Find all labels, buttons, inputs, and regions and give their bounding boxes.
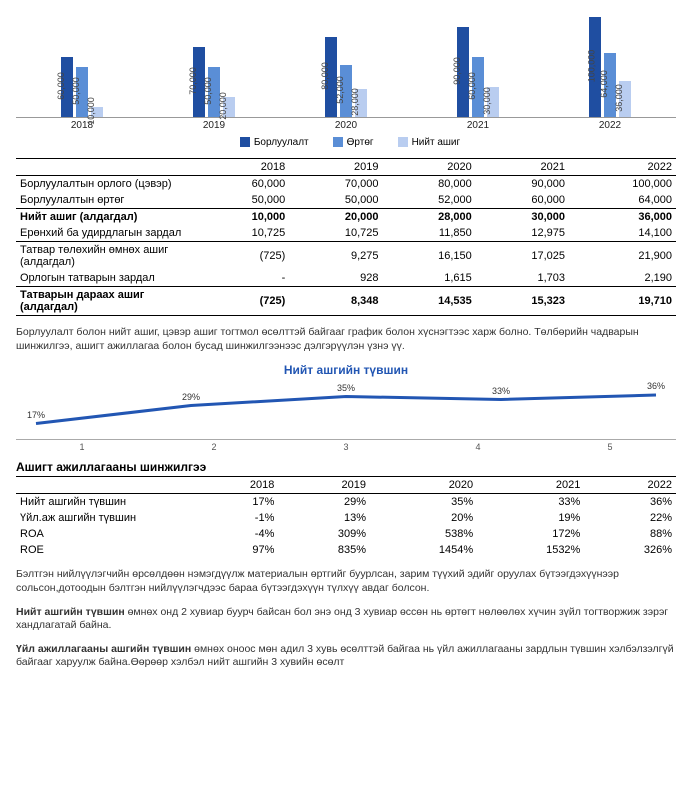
line-chart-title: Нийт ашгийн түвшин [16, 363, 676, 377]
bar-chart-legend: БорлуулалтӨртөгНийт ашиг [16, 137, 676, 148]
line-point-label: 35% [337, 383, 355, 393]
line-point-label: 33% [492, 386, 510, 396]
line-chart: Нийт ашгийн түвшин 17% 29% 35% 33% 36% 12345 [16, 363, 676, 452]
income-statement-table: 20182019202020212022Борлуулалтын орлого … [16, 158, 676, 316]
line-chart-xaxis: 12345 [16, 439, 676, 452]
commentary-4: Үйл ажиллагааны ашгийн түвшин өмнөх оноо… [16, 643, 676, 670]
line-point-label: 36% [647, 381, 665, 391]
profitability-table: 20182019202020212022Нийт ашгийн түвшин17… [16, 477, 676, 558]
bar-chart-years: 20182019202020212022 [16, 120, 676, 131]
bar-chart: 60,00050,00010,00070,00050,00020,00080,0… [16, 8, 676, 118]
line-point-label: 17% [27, 410, 45, 420]
commentary-2: Бэлтгэн нийлүүлэгчийн өрсөлдөөн нэмэгдүү… [16, 568, 676, 595]
commentary-3: Нийт ашгийн түвшин өмнөх онд 2 хувиар бу… [16, 606, 676, 633]
line-point-label: 29% [182, 392, 200, 402]
commentary-1: Борлуулалт болон нийт ашиг, цэвэр ашиг т… [16, 326, 676, 353]
section-title-profitability: Ашигт ажиллагааны шинжилгээ [16, 460, 676, 477]
